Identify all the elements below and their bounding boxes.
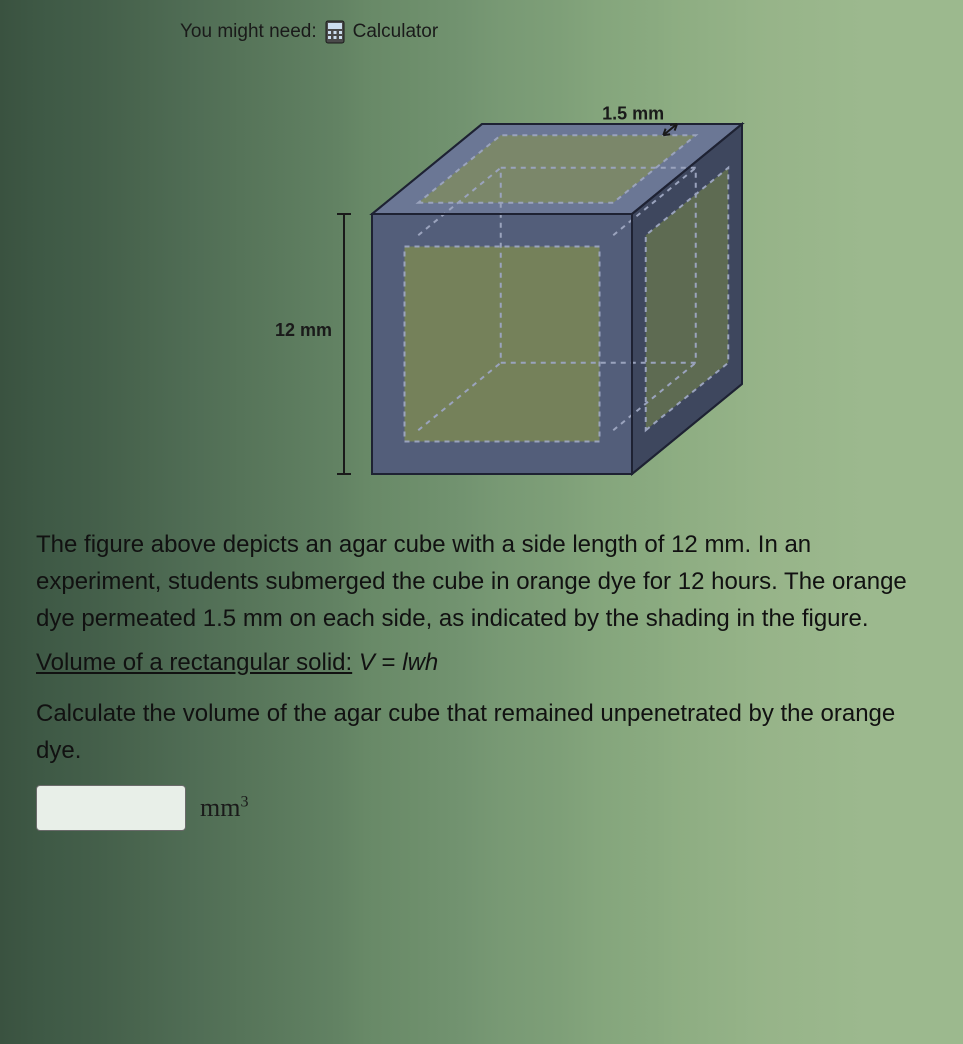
- hint-prefix: You might need:: [180, 21, 317, 43]
- answer-row: mm3: [36, 785, 933, 831]
- cube-diagram-svg: 12 mm 1.5 mm: [202, 74, 762, 514]
- formula-lwh: lwh: [402, 649, 438, 676]
- cube-figure: 12 mm 1.5 mm: [30, 74, 933, 514]
- svg-text:1.5 mm: 1.5 mm: [602, 104, 664, 124]
- formula-eq: =: [375, 649, 402, 676]
- val-12mm: 12 mm: [671, 531, 744, 558]
- formula-V: V: [359, 649, 375, 676]
- unit-base: mm: [200, 793, 240, 822]
- answer-unit: mm3: [200, 793, 248, 823]
- hint-tool-label[interactable]: Calculator: [353, 21, 439, 43]
- problem-paragraph: The figure above depicts an agar cube wi…: [36, 526, 927, 638]
- val-12h: 12: [678, 568, 705, 595]
- para1-a: The figure above depicts an agar cube wi…: [36, 531, 671, 558]
- formula-label: Volume of a rectangular solid:: [36, 649, 352, 676]
- question-paragraph: Calculate the volume of the agar cube th…: [36, 695, 927, 769]
- para1-d: on each side, as indicated by the shadin…: [283, 605, 869, 632]
- formula-row: Volume of a rectangular solid: V = lwh: [36, 644, 927, 681]
- hint-row: You might need: Calculator: [180, 20, 933, 44]
- calculator-icon[interactable]: [325, 20, 345, 44]
- unit-exp: 3: [240, 793, 248, 810]
- answer-input[interactable]: [36, 785, 186, 831]
- svg-text:12 mm: 12 mm: [274, 320, 331, 340]
- val-1-5mm: 1.5 mm: [203, 605, 283, 632]
